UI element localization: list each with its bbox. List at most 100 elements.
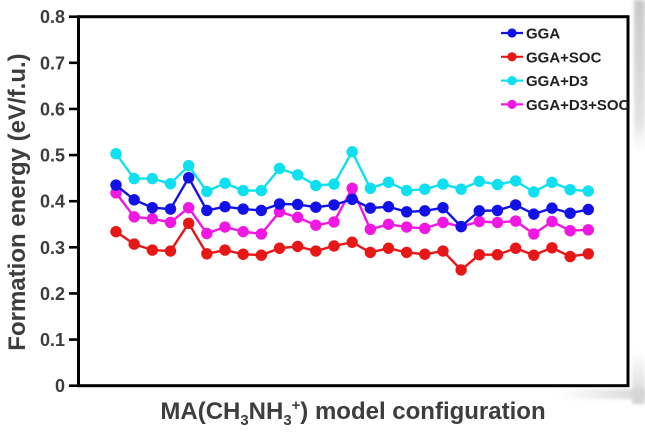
data-point-GGA+D3+SOC [328, 216, 340, 228]
data-point-GGA+D3+SOC [382, 218, 395, 230]
legend-marker [507, 99, 517, 109]
data-point-GGA+SOC [291, 240, 304, 253]
legend-marker [507, 52, 517, 62]
x-axis-title-part: 3 [283, 412, 292, 429]
y-tick-label: 0.5 [40, 146, 65, 166]
data-point-GGA [128, 194, 140, 206]
data-point-GGA+SOC [237, 248, 249, 260]
data-point-GGA+SOC [328, 240, 340, 252]
data-point-GGA+SOC [182, 217, 195, 230]
data-point-GGA [255, 204, 268, 217]
data-point-GGA+D3 [419, 183, 431, 195]
data-point-GGA [164, 203, 177, 215]
data-point-GGA+SOC [509, 242, 522, 254]
data-point-GGA+SOC [528, 249, 540, 261]
data-point-GGA [310, 201, 322, 213]
data-point-GGA [273, 198, 286, 210]
data-point-GGA+SOC [400, 246, 413, 259]
data-point-GGA+SOC [455, 264, 467, 276]
data-point-GGA+D3 [219, 177, 231, 189]
x-axis-title-part: MA(CH [160, 398, 241, 425]
data-point-GGA+D3 [110, 147, 122, 160]
data-point-GGA+D3 [291, 169, 304, 181]
data-point-GGA+D3 [128, 172, 140, 185]
data-point-GGA+D3 [546, 176, 558, 188]
data-point-GGA [400, 206, 413, 218]
data-point-GGA+D3 [310, 179, 322, 192]
photo-edge-artifact-smear [560, 389, 645, 399]
data-point-GGA+D3+SOC [128, 211, 140, 223]
data-point-GGA+D3+SOC [146, 213, 159, 225]
data-point-GGA+SOC [382, 242, 395, 254]
y-tick-label: 0.7 [40, 53, 65, 73]
data-point-GGA+D3+SOC [528, 228, 540, 240]
data-point-GGA+SOC [491, 249, 504, 261]
data-point-GGA+D3+SOC [273, 206, 286, 218]
data-point-GGA+D3+SOC [219, 221, 231, 233]
data-point-GGA+D3 [582, 185, 594, 197]
data-point-GGA+D3+SOC [110, 187, 122, 199]
data-point-GGA+SOC [219, 244, 231, 256]
data-point-GGA+D3+SOC [182, 201, 195, 214]
legend-label: GGA+SOC [526, 49, 602, 66]
x-axis-title-part: 3 [240, 412, 249, 429]
data-point-GGA+SOC [273, 242, 286, 254]
data-point-GGA [146, 201, 159, 214]
x-axis-title-part: NH [248, 398, 284, 425]
data-point-GGA+D3+SOC [201, 227, 213, 240]
data-point-GGA+SOC [419, 248, 431, 260]
data-point-GGA+D3+SOC [582, 224, 594, 236]
data-point-GGA+D3 [364, 182, 377, 194]
data-point-GGA+D3 [473, 175, 486, 188]
data-point-GGA [328, 199, 340, 211]
data-point-GGA [382, 201, 395, 213]
data-point-GGA+D3+SOC [255, 228, 268, 240]
data-point-GGA+D3+SOC [291, 211, 304, 224]
x-axis-title-part: + [291, 398, 301, 414]
data-point-GGA [346, 193, 358, 206]
y-tick-label: 0.1 [40, 330, 65, 350]
data-point-GGA+D3 [328, 178, 340, 190]
data-point-GGA+D3 [164, 177, 177, 190]
data-point-GGA [546, 202, 558, 214]
data-point-GGA [201, 204, 213, 217]
data-point-GGA+D3 [255, 184, 268, 197]
data-point-GGA+SOC [546, 242, 558, 254]
data-point-GGA+D3 [564, 183, 576, 196]
data-point-GGA+D3 [146, 172, 159, 185]
data-point-GGA+SOC [582, 248, 594, 260]
data-point-GGA+D3+SOC [400, 221, 413, 233]
data-point-GGA+SOC [473, 249, 486, 261]
data-point-GGA+D3 [509, 175, 522, 187]
data-point-GGA+D3 [400, 184, 413, 197]
y-tick-label: 0.2 [40, 284, 65, 304]
data-point-GGA+D3 [455, 183, 467, 195]
data-point-GGA+D3+SOC [546, 215, 558, 228]
legend-label: GGA+D3+SOC [526, 97, 630, 114]
data-point-GGA+SOC [364, 246, 377, 259]
data-point-GGA+D3+SOC [346, 182, 358, 194]
data-point-GGA [437, 201, 449, 214]
y-tick-label: 0.4 [40, 192, 65, 212]
data-point-GGA+D3 [437, 178, 449, 190]
data-point-GGA+D3+SOC [419, 222, 431, 235]
data-point-GGA+D3+SOC [164, 216, 177, 229]
data-point-GGA+D3+SOC [310, 219, 322, 231]
data-point-GGA [219, 201, 231, 213]
y-tick-label: 0.3 [40, 238, 65, 258]
data-point-GGA [491, 204, 504, 217]
data-point-GGA+SOC [346, 236, 358, 248]
data-point-GGA+D3 [201, 185, 213, 198]
data-point-GGA+SOC [255, 249, 268, 261]
data-point-GGA+D3+SOC [509, 215, 522, 227]
data-point-GGA+SOC [110, 225, 122, 238]
data-point-GGA+D3 [346, 146, 358, 158]
data-point-GGA [364, 202, 377, 214]
data-point-GGA [291, 198, 304, 211]
data-point-GGA+D3+SOC [564, 225, 576, 237]
data-point-GGA+SOC [128, 238, 140, 250]
data-point-GGA+SOC [146, 244, 159, 256]
y-tick-label: 0.8 [40, 7, 65, 27]
